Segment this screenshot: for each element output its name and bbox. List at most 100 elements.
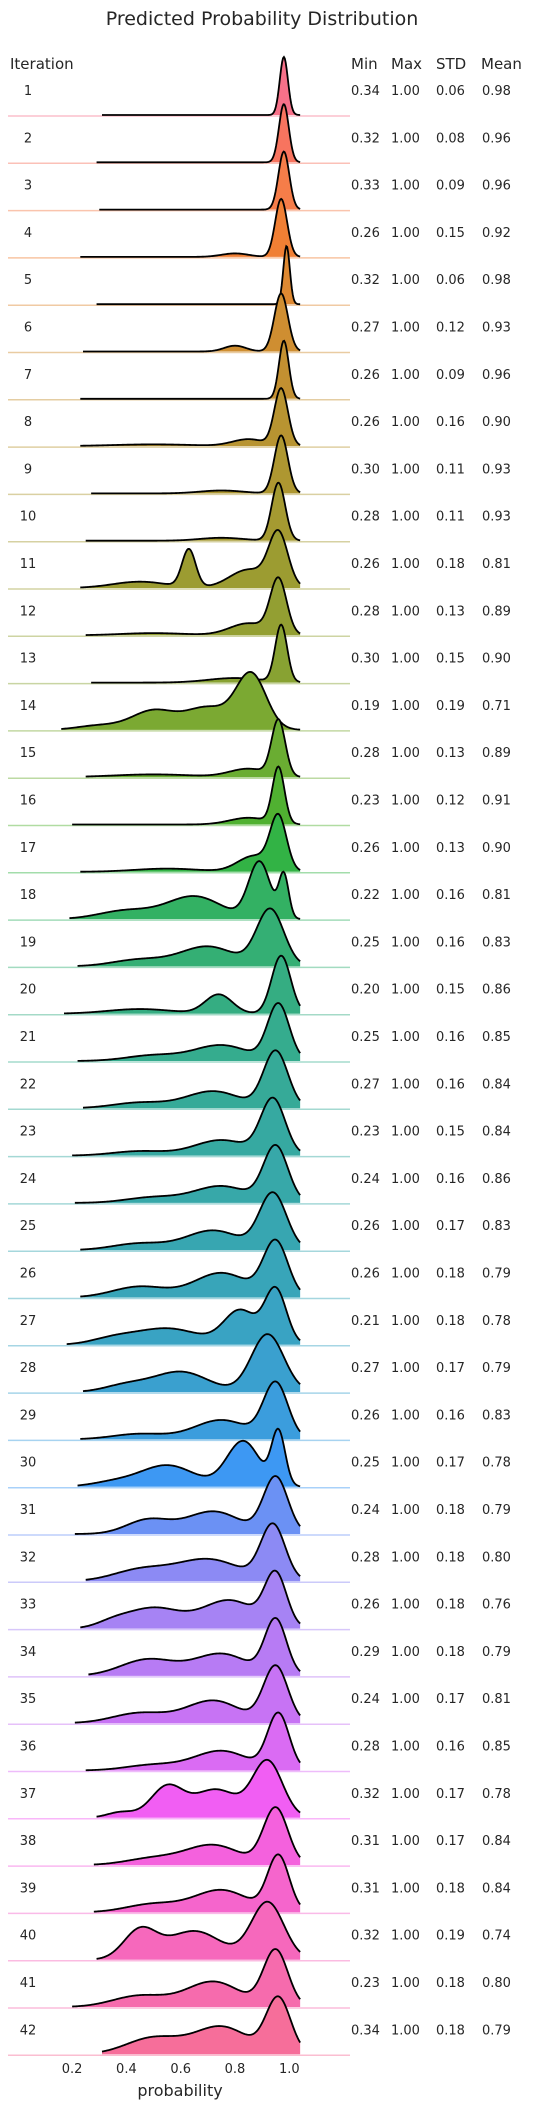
ridge-density-area [102,57,301,115]
row-mean-value: 0.90 [482,841,511,856]
row-mean-value: 0.86 [482,1172,511,1187]
row-mean-value: 0.78 [482,1314,511,1329]
row-iteration-label: 15 [20,746,37,761]
ridge-iteration-26 [8,1238,350,1300]
header-max: Max [391,55,422,73]
ridge-density-line [66,1285,301,1345]
ridge-iteration-6 [8,292,350,354]
row-iteration-label: 12 [20,604,37,619]
x-axis: 0.2 0.4 0.6 0.8 1.0 [62,2062,300,2077]
row-max-value: 1.00 [391,652,420,667]
row-min-value: 0.29 [351,1645,380,1660]
row-max-value: 1.00 [391,1929,420,1944]
row-min-value: 0.21 [351,1314,380,1329]
row-std-value: 0.18 [436,557,465,572]
ridge-density-line [88,1616,301,1676]
row-min-value: 0.26 [351,1267,380,1282]
row-std-value: 0.16 [436,1740,465,1755]
row-min-value: 0.26 [351,226,380,241]
row-mean-value: 0.85 [482,1030,511,1045]
ridge-density-line [96,244,301,306]
row-max-value: 1.00 [391,935,420,950]
row-iteration-label: 16 [20,794,37,809]
ridge-density-line [72,1948,301,2008]
row-min-value: 0.27 [351,321,380,336]
row-std-value: 0.09 [436,368,465,383]
row-max-value: 1.00 [391,1834,420,1849]
row-min-value: 0.24 [351,1172,380,1187]
row-min-value: 0.28 [351,510,380,525]
row-max-value: 1.00 [391,1740,420,1755]
ridge-density-line [61,670,301,731]
ridge-density-line [80,339,301,400]
ridge-density-line [77,1002,301,1062]
ridge-density-line [96,1900,301,1960]
row-iteration-label: 38 [20,1834,37,1849]
row-std-value: 0.18 [436,1598,465,1613]
row-std-value: 0.18 [436,1314,465,1329]
x-tick-label: 0.2 [62,2062,83,2077]
row-iteration-label: 42 [20,2023,37,2038]
row-mean-value: 0.90 [482,652,511,667]
ridge-density-area [80,388,301,447]
row-mean-value: 0.79 [482,1645,511,1660]
ridge-iteration-30 [8,1427,350,1489]
row-iteration-label: 19 [20,935,37,950]
header-iteration: Iteration [10,55,74,73]
row-std-value: 0.13 [436,604,465,619]
ridge-density-area [85,1712,301,1771]
ridge-density-area [69,861,301,920]
row-min-value: 0.25 [351,1456,380,1471]
row-std-value: 0.17 [436,1456,465,1471]
row-max-value: 1.00 [391,1503,420,1518]
ridge-iteration-18 [8,860,350,921]
row-iteration-label: 6 [24,321,32,336]
ridge-density-area [85,1523,301,1582]
row-mean-value: 0.93 [482,321,511,336]
ridge-density-area [80,813,301,872]
ridge-density-area [80,198,301,257]
ridge-density-line [102,55,301,116]
row-iteration-label: 34 [20,1645,37,1660]
row-mean-value: 0.81 [482,1692,511,1707]
row-iteration-label: 29 [20,1408,37,1423]
row-mean-value: 0.78 [482,1456,511,1471]
row-std-value: 0.15 [436,1125,465,1140]
row-iteration-label: 14 [20,699,37,714]
ridge-iteration-27 [8,1285,350,1347]
ridge-density-line [82,1333,301,1393]
row-std-value: 0.17 [436,1692,465,1707]
row-mean-value: 0.84 [482,1834,511,1849]
row-std-value: 0.15 [436,652,465,667]
row-max-value: 1.00 [391,1267,420,1282]
row-mean-value: 0.79 [482,2023,511,2038]
ridge-density-line [99,150,301,211]
row-max-value: 1.00 [391,1125,420,1140]
row-mean-value: 0.83 [482,935,511,950]
x-tick-label: 0.6 [170,2062,191,2077]
row-std-value: 0.16 [436,1030,465,1045]
row-max-value: 1.00 [391,273,420,288]
row-max-value: 1.00 [391,2023,420,2038]
row-std-value: 0.12 [436,794,465,809]
row-iteration-label: 37 [20,1787,37,1802]
row-min-value: 0.28 [351,746,380,761]
ridge-iteration-34 [8,1616,350,1678]
row-min-value: 0.27 [351,1361,380,1376]
row-min-value: 0.24 [351,1503,380,1518]
ridge-density-line [85,718,301,778]
row-min-value: 0.23 [351,1125,380,1140]
row-std-value: 0.11 [436,462,465,477]
row-iteration-label: 13 [20,652,37,667]
row-mean-value: 0.84 [482,1125,511,1140]
ridge-iteration-36 [8,1711,350,1773]
row-max-value: 1.00 [391,226,420,241]
ridge-density-area [77,1428,301,1487]
row-mean-value: 0.92 [482,226,511,241]
row-max-value: 1.00 [391,179,420,194]
row-iteration-label: 4 [24,226,32,241]
row-std-value: 0.19 [436,699,465,714]
row-std-value: 0.18 [436,2023,465,2038]
x-tick-label: 1.0 [279,2062,300,2077]
row-std-value: 0.11 [436,510,465,525]
